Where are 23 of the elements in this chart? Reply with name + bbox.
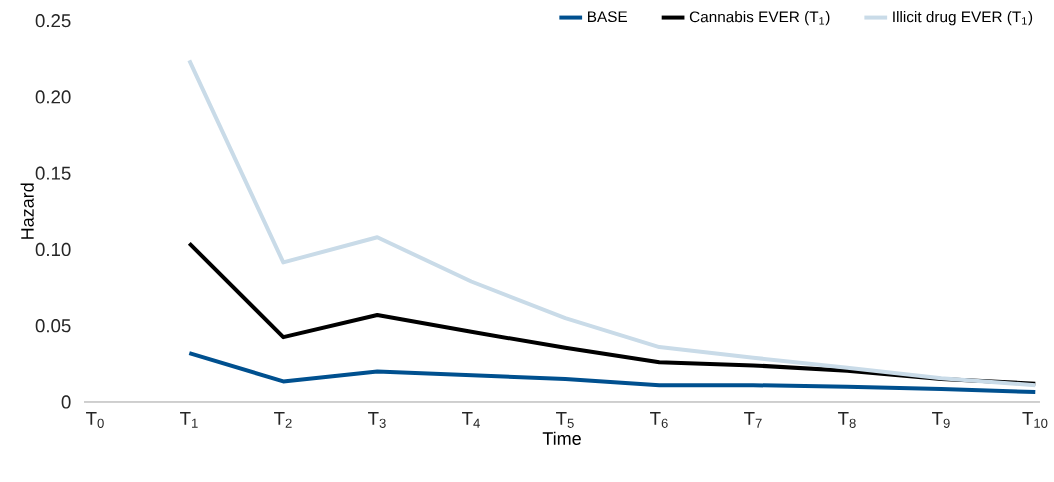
line-series xyxy=(187,58,1038,388)
x-tick-label: T$_{9}$ xyxy=(932,412,950,428)
x-tick-label: T$_{1}$ xyxy=(180,412,198,428)
y-tick-label: 0.25 xyxy=(35,14,71,28)
y-tick-label: 0 xyxy=(61,395,71,409)
x-tick-label: T$_{0}$ xyxy=(86,412,104,428)
y-tick-label: 0.10 xyxy=(35,242,71,257)
y-tick-label: 0.15 xyxy=(35,166,71,180)
y-tick-label: 0.05 xyxy=(35,319,71,333)
x-tick-label: T$_{4}$ xyxy=(462,412,480,428)
x-tick-label: T$_{5}$ xyxy=(556,412,574,428)
legend-label: BASE xyxy=(588,11,628,23)
x-tick-label: T$_{3}$ xyxy=(368,412,386,428)
x-axis-title: Time xyxy=(542,431,581,445)
y-axis-title: Hazard xyxy=(20,183,34,239)
x-tick-label: T$_{8}$ xyxy=(838,412,856,428)
legend-label: Illicit drug EVER (T$_{1}$) xyxy=(893,11,1033,26)
x-tick-label: T$_{7}$ xyxy=(744,412,762,428)
x-tick-label: T$_{10}$ xyxy=(1022,412,1048,428)
x-tick-label: T$_{6}$ xyxy=(650,412,668,428)
x-tick-label: T$_{2}$ xyxy=(274,412,292,428)
legend-label: Cannabis EVER (T$_{1}$) xyxy=(689,11,830,26)
y-tick-label: 0.20 xyxy=(35,90,71,104)
